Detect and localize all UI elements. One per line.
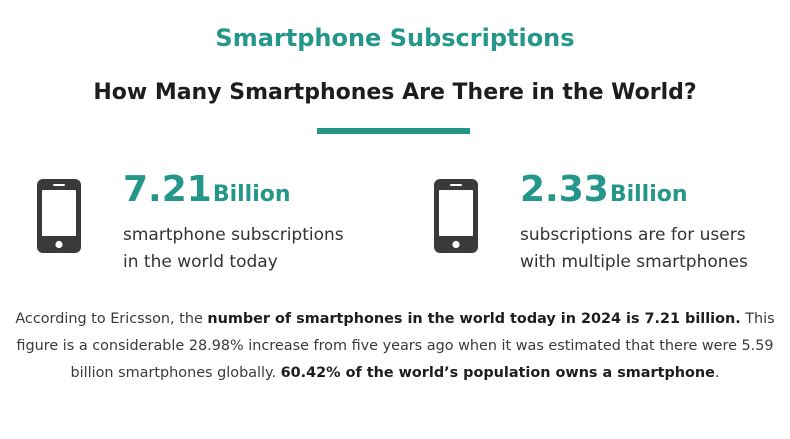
summary-paragraph: According to Ericsson, the number of sma… <box>14 306 776 387</box>
stat-number: 2.33Billion <box>520 170 790 216</box>
smartphone-icon <box>37 179 81 253</box>
paragraph-highlight: 60.42% of the world’s population owns a … <box>280 365 715 381</box>
paragraph-text: This figure is a considerable 28.98% inc… <box>16 311 775 381</box>
section-kicker: Smartphone Subscriptions <box>215 24 575 52</box>
stat-description-line: in the world today <box>123 252 278 272</box>
paragraph-text: . <box>714 365 720 381</box>
stat-description-line: smartphone subscriptions <box>123 225 344 245</box>
paragraph-text: According to Ericsson, the <box>15 311 208 327</box>
stat-description-line: with multiple smartphones <box>520 252 748 272</box>
stat-description: smartphone subscriptions in the world to… <box>123 222 413 276</box>
stat-number: 7.21Billion <box>123 170 413 216</box>
stat-unit: Billion <box>212 182 291 207</box>
paragraph-highlight: number of smartphones in the world today… <box>207 311 741 327</box>
stat-description-line: subscriptions are for users <box>520 225 746 245</box>
stat-value: 2.33 <box>520 169 609 210</box>
stat-unit: Billion <box>609 182 688 207</box>
page-title: How Many Smartphones Are There in the Wo… <box>93 80 697 105</box>
title-divider <box>317 128 470 134</box>
smartphone-icon <box>434 179 478 253</box>
stat-value: 7.21 <box>123 169 212 210</box>
stat-description: subscriptions are for users with multipl… <box>520 222 790 276</box>
